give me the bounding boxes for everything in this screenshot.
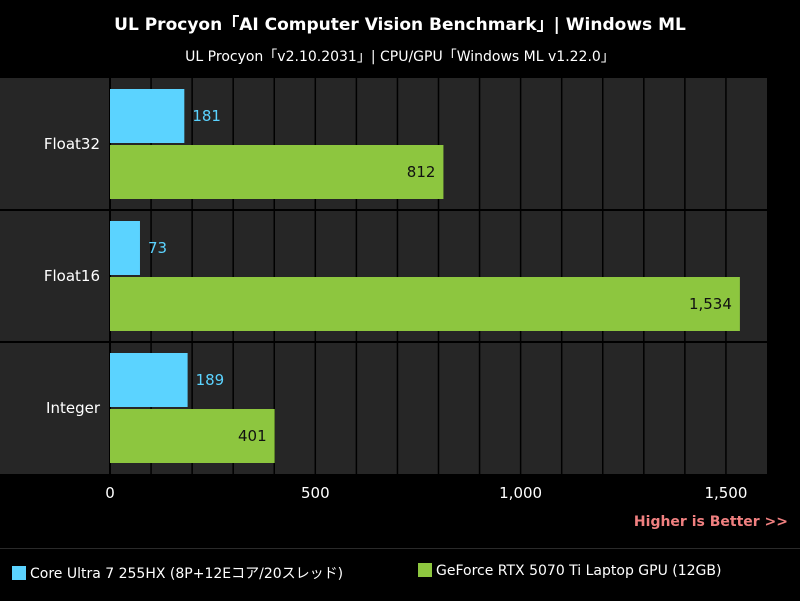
bar-gpu	[110, 277, 740, 331]
legend-label-cpu: Core Ultra 7 255HX (8P+12Eコア/20スレッド)	[30, 566, 344, 582]
chart-title: UL Procyon「AI Computer Vision Benchmark」…	[114, 15, 686, 35]
data-label: 1,534	[689, 295, 732, 313]
category-label: Float32	[44, 135, 100, 153]
data-label: 189	[196, 371, 225, 389]
data-label: 181	[192, 107, 221, 125]
legend-label-gpu: GeForce RTX 5070 Ti Laptop GPU (12GB)	[436, 563, 722, 579]
legend-swatch-gpu	[418, 563, 432, 577]
x-tick-label: 1,500	[704, 484, 747, 502]
category-label: Integer	[46, 399, 101, 417]
bar-cpu	[110, 353, 188, 407]
data-label: 812	[407, 163, 436, 181]
legend-swatch-cpu	[12, 566, 26, 580]
higher-is-better-note: Higher is Better >>	[633, 514, 788, 530]
chart-legend: Core Ultra 7 255HX (8P+12Eコア/20スレッド) GeF…	[0, 548, 800, 601]
chart-subtitle: UL Procyon「v2.10.2031」| CPU/GPU「Windows …	[185, 49, 615, 65]
bar-cpu	[110, 89, 185, 143]
data-label: 73	[148, 239, 167, 257]
x-tick-label: 500	[301, 484, 330, 502]
bar-gpu	[110, 409, 275, 463]
category-label: Float16	[44, 267, 100, 285]
bar-gpu	[110, 145, 444, 199]
x-tick-label: 0	[105, 484, 115, 502]
data-label: 401	[238, 427, 267, 445]
legend-item-cpu: Core Ultra 7 255HX (8P+12Eコア/20スレッド)	[12, 563, 343, 583]
bar-cpu	[110, 221, 140, 275]
legend-item-gpu: GeForce RTX 5070 Ti Laptop GPU (12GB)	[418, 563, 721, 579]
x-tick-label: 1,000	[499, 484, 542, 502]
bar-chart: Float32 181 812 Float16 73 1,534 Integer 189 401…	[0, 78, 767, 502]
category-label-panel	[0, 78, 110, 474]
